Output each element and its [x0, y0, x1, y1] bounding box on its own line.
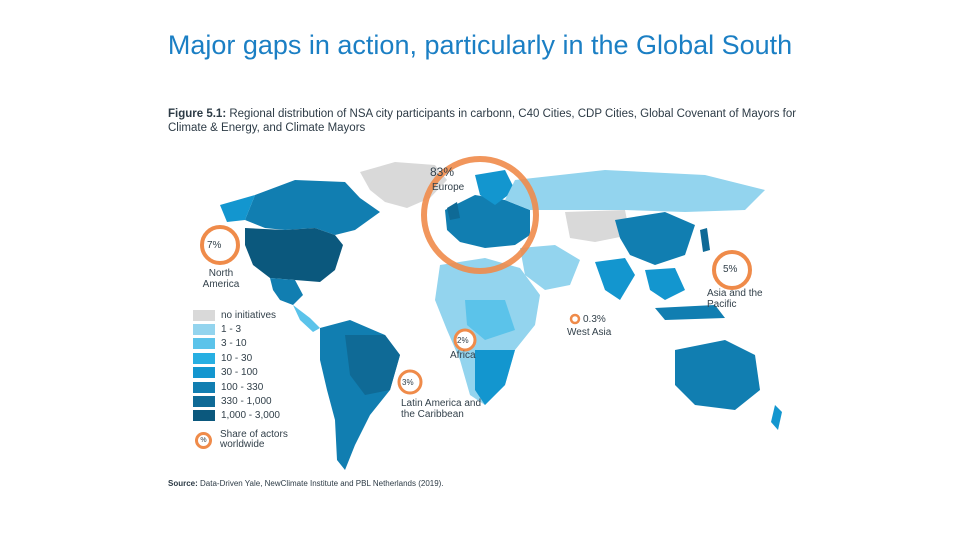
figure-caption-text: Regional distribution of NSA city partic…: [168, 108, 797, 134]
indonesia: [655, 305, 725, 320]
legend-item: 10 - 30: [193, 351, 280, 365]
usa: [245, 228, 343, 282]
central-asia: [565, 210, 630, 242]
legend-item: no initiatives: [193, 308, 280, 322]
alaska: [220, 195, 255, 222]
brazil: [345, 335, 400, 395]
legend-item: 1 - 3: [193, 322, 280, 336]
legend-item: 30 - 100: [193, 366, 280, 380]
legend-swatch: [193, 381, 215, 393]
mexico: [270, 278, 303, 305]
legend-swatch: [193, 338, 215, 350]
region-share-latin-america: 3%: [402, 378, 414, 387]
legend-item: 1,000 - 3,000: [193, 409, 280, 423]
region-name-west-asia: West Asia: [567, 327, 612, 338]
source-note: Source: Data-Driven Yale, NewClimate Ins…: [168, 479, 444, 488]
legend-share: % Share of actors worldwide: [195, 430, 300, 450]
region-share-europe: 83%: [430, 165, 455, 179]
se-asia: [645, 268, 685, 300]
africa-south: [475, 350, 515, 405]
region-share-west-asia: 0.3%: [583, 314, 606, 325]
figure-label: Figure 5.1:: [168, 108, 227, 120]
world-map-svg: [200, 156, 782, 470]
world-map: 83% Europe 7% North America 5% Asia and …: [185, 150, 805, 485]
legend-label: 100 - 330: [221, 381, 264, 393]
india: [595, 258, 635, 300]
legend-swatch: [193, 410, 215, 422]
scandinavia: [475, 170, 515, 205]
west-asia: [520, 245, 580, 290]
new-zealand: [771, 405, 782, 430]
legend-swatch: [193, 352, 215, 364]
slide-title: Major gaps in action, particularly in th…: [167, 30, 793, 60]
central-america: [293, 305, 320, 332]
china: [615, 212, 695, 265]
ring-latin-america: [397, 369, 423, 395]
share-ring-icon: %: [195, 432, 212, 449]
ring-asia-pacific: [712, 250, 752, 290]
region-name-europe: Europe: [432, 182, 465, 193]
figure-caption: Figure 5.1: Regional distribution of NSA…: [168, 107, 808, 135]
map-legend: no initiatives 1 - 3 3 - 10 10 - 30 30 -…: [193, 308, 280, 423]
legend-swatch: [193, 367, 215, 379]
region-share-north-america: 7%: [207, 240, 222, 251]
legend-label: 3 - 10: [221, 338, 247, 350]
legend-label: 330 - 1,000: [221, 396, 272, 408]
region-share-africa: 2%: [457, 336, 469, 345]
japan: [700, 228, 710, 252]
legend-swatch: [193, 396, 215, 408]
source-text: Data-Driven Yale, NewClimate Institute a…: [200, 479, 444, 488]
region-share-asia-pacific: 5%: [723, 264, 738, 275]
uk: [447, 202, 460, 220]
legend-swatch: [193, 309, 215, 321]
source-label: Source:: [168, 479, 198, 488]
legend-label: no initiatives: [221, 309, 277, 321]
africa-central: [465, 300, 515, 340]
region-name-africa: Africa: [450, 350, 476, 361]
ring-west-asia: [569, 313, 581, 325]
legend-label: 30 - 100: [221, 367, 258, 379]
europe: [445, 195, 530, 248]
legend-share-label: Share of actors worldwide: [220, 429, 288, 450]
legend-label: 1,000 - 3,000: [221, 410, 280, 422]
legend-item: 100 - 330: [193, 380, 280, 394]
australia: [675, 340, 760, 410]
region-name-north-america: North America: [202, 268, 240, 290]
ring-north-america: [200, 225, 240, 265]
russia: [505, 170, 765, 212]
region-name-latin-america: Latin America and the Caribbean: [401, 398, 482, 420]
legend-item: 3 - 10: [193, 337, 280, 351]
legend-label: 10 - 30: [221, 352, 253, 364]
ring-europe: [421, 156, 539, 274]
legend-swatch: [193, 324, 215, 336]
legend-label: 1 - 3: [221, 324, 242, 336]
canada: [245, 180, 380, 235]
legend-item: 330 - 1,000: [193, 394, 280, 408]
ring-africa: [453, 328, 477, 352]
region-name-asia-pacific: Asia and the Pacific: [707, 288, 763, 310]
